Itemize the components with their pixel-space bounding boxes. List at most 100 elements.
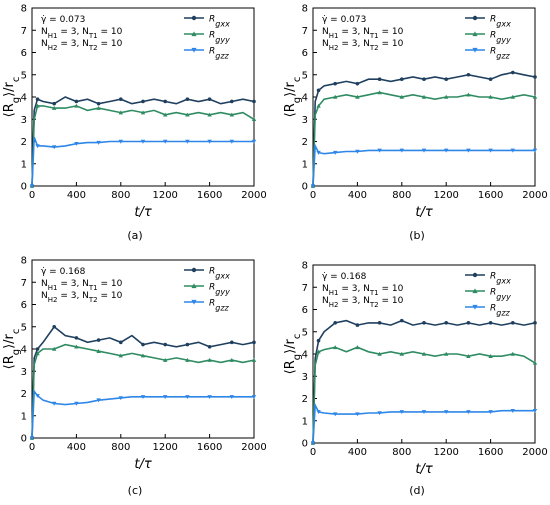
x-tick-label: 1600: [478, 447, 503, 458]
data-point: [230, 340, 234, 345]
legend-label: Rgyy: [490, 288, 511, 302]
data-point: [316, 410, 321, 415]
y-tick-label: 8: [21, 256, 27, 267]
data-point: [118, 139, 123, 144]
x-axis-label: t/τ: [134, 457, 151, 472]
data-point: [421, 148, 427, 153]
annotation-line: NH2 = 3, NT2 = 10: [322, 39, 404, 52]
annotation-line: NH1 = 3, NT1 = 10: [41, 27, 123, 40]
y-tick-label: 3: [302, 115, 308, 126]
data-point: [400, 318, 404, 323]
series-line-rgyy: [312, 91, 536, 187]
y-tick-label: 1: [302, 159, 308, 170]
data-point: [229, 395, 234, 400]
data-point: [96, 349, 101, 353]
y-tick-label: 0: [302, 439, 308, 450]
data-point: [229, 112, 234, 117]
legend-label: Rgzz: [209, 47, 230, 61]
data-point: [140, 395, 146, 400]
data-point: [96, 338, 101, 342]
annotation-line: γ̇ = 0.168: [41, 267, 86, 277]
data-point: [355, 412, 360, 417]
annotation-line: NH1 = 3, NT1 = 10: [322, 27, 404, 40]
y-tick-label: 6: [21, 48, 27, 59]
data-point: [163, 139, 168, 144]
data-point: [140, 110, 146, 115]
data-point: [532, 408, 538, 413]
x-tick-label: 800: [392, 447, 411, 458]
y-tick-label: 5: [302, 327, 308, 338]
y-tick-label: 4: [21, 93, 27, 104]
annotation-line: NH2 = 3, NT2 = 10: [41, 291, 123, 304]
data-point: [488, 410, 493, 415]
x-tick-label: 800: [111, 442, 130, 453]
legend-marker: [191, 267, 197, 273]
y-tick-label: 5: [21, 70, 27, 81]
data-point: [35, 97, 40, 102]
legend-label: Rgzz: [490, 304, 511, 318]
data-point: [96, 398, 101, 403]
data-point: [310, 441, 316, 446]
data-point: [488, 94, 493, 99]
x-tick-label: 0: [29, 442, 35, 453]
x-tick-label: 0: [310, 447, 316, 458]
legend-marker: [191, 47, 197, 53]
chart-panel-b: 0 1 2 3 4 5 6 7 8 0 400 800 1200 1600 2000 t/τ ⟨Rg⟩/rc γ̇…: [283, 4, 548, 243]
data-point: [532, 360, 538, 365]
y-axis-label: ⟨Rg⟩/rc: [2, 77, 22, 118]
series-line-rgxx: [31, 325, 255, 439]
legend-label: Rgyy: [209, 283, 230, 297]
legend-label: Rgxx: [209, 15, 230, 29]
data-point: [400, 77, 404, 81]
data-point: [163, 342, 167, 347]
data-point: [399, 148, 404, 153]
data-point: [466, 354, 471, 358]
y-tick-label: 4: [21, 345, 27, 356]
y-tick-label: 0: [302, 182, 308, 193]
data-point: [207, 344, 212, 349]
data-point: [377, 411, 382, 416]
y-tick-label: 8: [302, 261, 308, 272]
series-line-rgyy: [31, 105, 255, 187]
data-point: [118, 353, 123, 358]
data-point: [488, 321, 493, 325]
data-point: [355, 81, 360, 86]
x-tick-label: 2000: [241, 442, 266, 453]
data-point: [510, 408, 515, 413]
x-tick-label: 2000: [522, 447, 547, 458]
data-point: [140, 353, 146, 358]
data-point: [377, 90, 382, 95]
x-tick-label: 0: [29, 190, 35, 201]
legend-marker: [472, 304, 478, 310]
x-tick-label: 1600: [197, 442, 222, 453]
data-point: [96, 105, 101, 110]
legend-label: Rgzz: [490, 47, 511, 61]
x-tick-label: 0: [310, 190, 316, 201]
data-point: [207, 97, 212, 102]
chart-panel-c: 0 1 2 3 4 5 6 7 8 0 400 800 1200 1600 2000 t/τ ⟨Rg⟩/rc γ̇…: [2, 256, 267, 498]
data-point: [207, 112, 212, 117]
data-point: [444, 410, 449, 415]
data-point: [466, 72, 471, 77]
y-tick-label: 2: [21, 389, 27, 400]
data-point: [466, 410, 471, 415]
annotation-line: NH2 = 3, NT2 = 10: [41, 39, 123, 52]
y-tick-label: 5: [21, 322, 27, 333]
data-point: [29, 436, 35, 441]
data-point: [118, 110, 123, 115]
data-point: [466, 92, 471, 97]
x-tick-label: 1200: [433, 447, 458, 458]
series-line-rgzz: [312, 402, 535, 444]
data-point: [52, 105, 57, 110]
series-line-rgzz: [312, 142, 535, 187]
annotation-line: NH1 = 3, NT1 = 10: [322, 284, 404, 297]
data-point: [52, 401, 57, 406]
data-point: [333, 81, 338, 86]
legend-marker: [472, 31, 478, 37]
series-line-rgxx: [312, 319, 536, 444]
legend-label: Rgyy: [209, 31, 230, 45]
data-point: [333, 412, 338, 417]
series-line-rgxx: [312, 71, 536, 187]
data-point: [229, 139, 234, 144]
